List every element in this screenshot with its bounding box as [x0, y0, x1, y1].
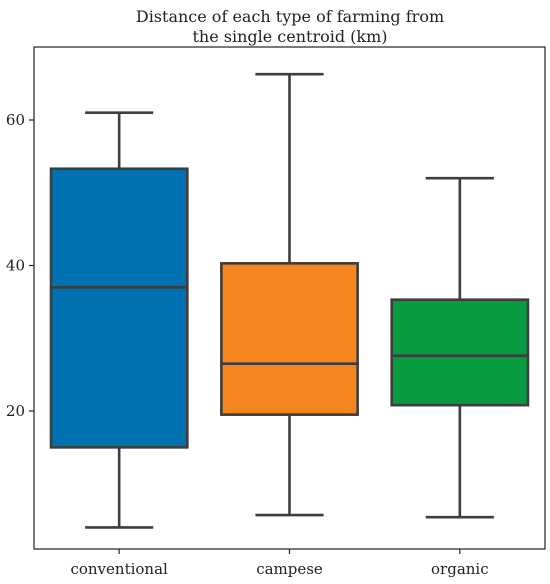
- y-tick-label: 20: [6, 402, 25, 420]
- x-tick-label-conventional: conventional: [70, 560, 168, 578]
- x-tick-label-organic: organic: [431, 560, 489, 578]
- box-series: [49, 72, 530, 529]
- box-campese: [220, 72, 359, 517]
- x-tick-label-campese: campese: [256, 560, 323, 578]
- y-axis: 20 40 60: [6, 111, 34, 420]
- y-tick-label: 40: [6, 257, 25, 275]
- chart-title-line-1: Distance of each type of farming from: [136, 7, 444, 26]
- box-organic: [390, 176, 530, 519]
- chart-title: Distance of each type of farming from th…: [136, 7, 444, 46]
- iqr-box: [49, 167, 189, 449]
- x-axis: conventional campese organic: [70, 549, 489, 578]
- iqr-box: [220, 262, 359, 416]
- iqr-box: [390, 298, 530, 407]
- chart-title-line-2: the single centroid (km): [192, 27, 387, 46]
- box-conventional: [49, 111, 189, 529]
- y-tick-label: 60: [6, 111, 25, 129]
